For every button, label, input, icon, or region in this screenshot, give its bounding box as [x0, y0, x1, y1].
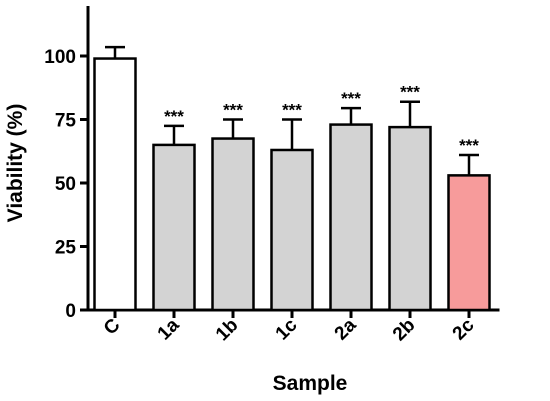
significance-label: ***	[341, 89, 361, 108]
bar-1b	[211, 137, 255, 312]
x-axis: C 1a 1b 1c 2a 2b 2c	[86, 308, 500, 346]
bar-2a	[329, 123, 373, 312]
significance-label: ***	[282, 101, 302, 120]
y-axis-title: Viability (%)	[4, 104, 27, 223]
x-tick-label: 2b	[389, 315, 420, 346]
bar-2b	[388, 125, 432, 312]
y-tick-label: 0	[65, 301, 76, 322]
x-tick-label: 1a	[154, 314, 184, 344]
bars: *** *** *** *** *** ***	[93, 45, 491, 312]
x-tick-label: 2c	[449, 314, 479, 344]
y-tick-label: 50	[55, 174, 76, 195]
y-tick-label: 100	[44, 47, 76, 68]
significance-label: ***	[400, 83, 420, 102]
x-tick-label: 2a	[331, 314, 361, 344]
y-tick-label: 75	[55, 111, 77, 132]
x-tick-label: C	[100, 314, 125, 339]
bar-1a	[152, 143, 196, 312]
bar-2c	[447, 174, 491, 312]
x-tick-label: 1b	[212, 315, 243, 346]
y-axis: 0 25 50 75 100	[44, 6, 90, 322]
significance-label: ***	[164, 107, 184, 126]
bar-1c	[270, 148, 314, 312]
x-axis-title: Sample	[273, 372, 348, 395]
significance-label: ***	[459, 136, 479, 155]
y-tick-label: 25	[55, 238, 77, 259]
x-tick-label: 1c	[272, 314, 302, 344]
significance-label: ***	[223, 101, 243, 120]
bar-C	[93, 57, 137, 312]
